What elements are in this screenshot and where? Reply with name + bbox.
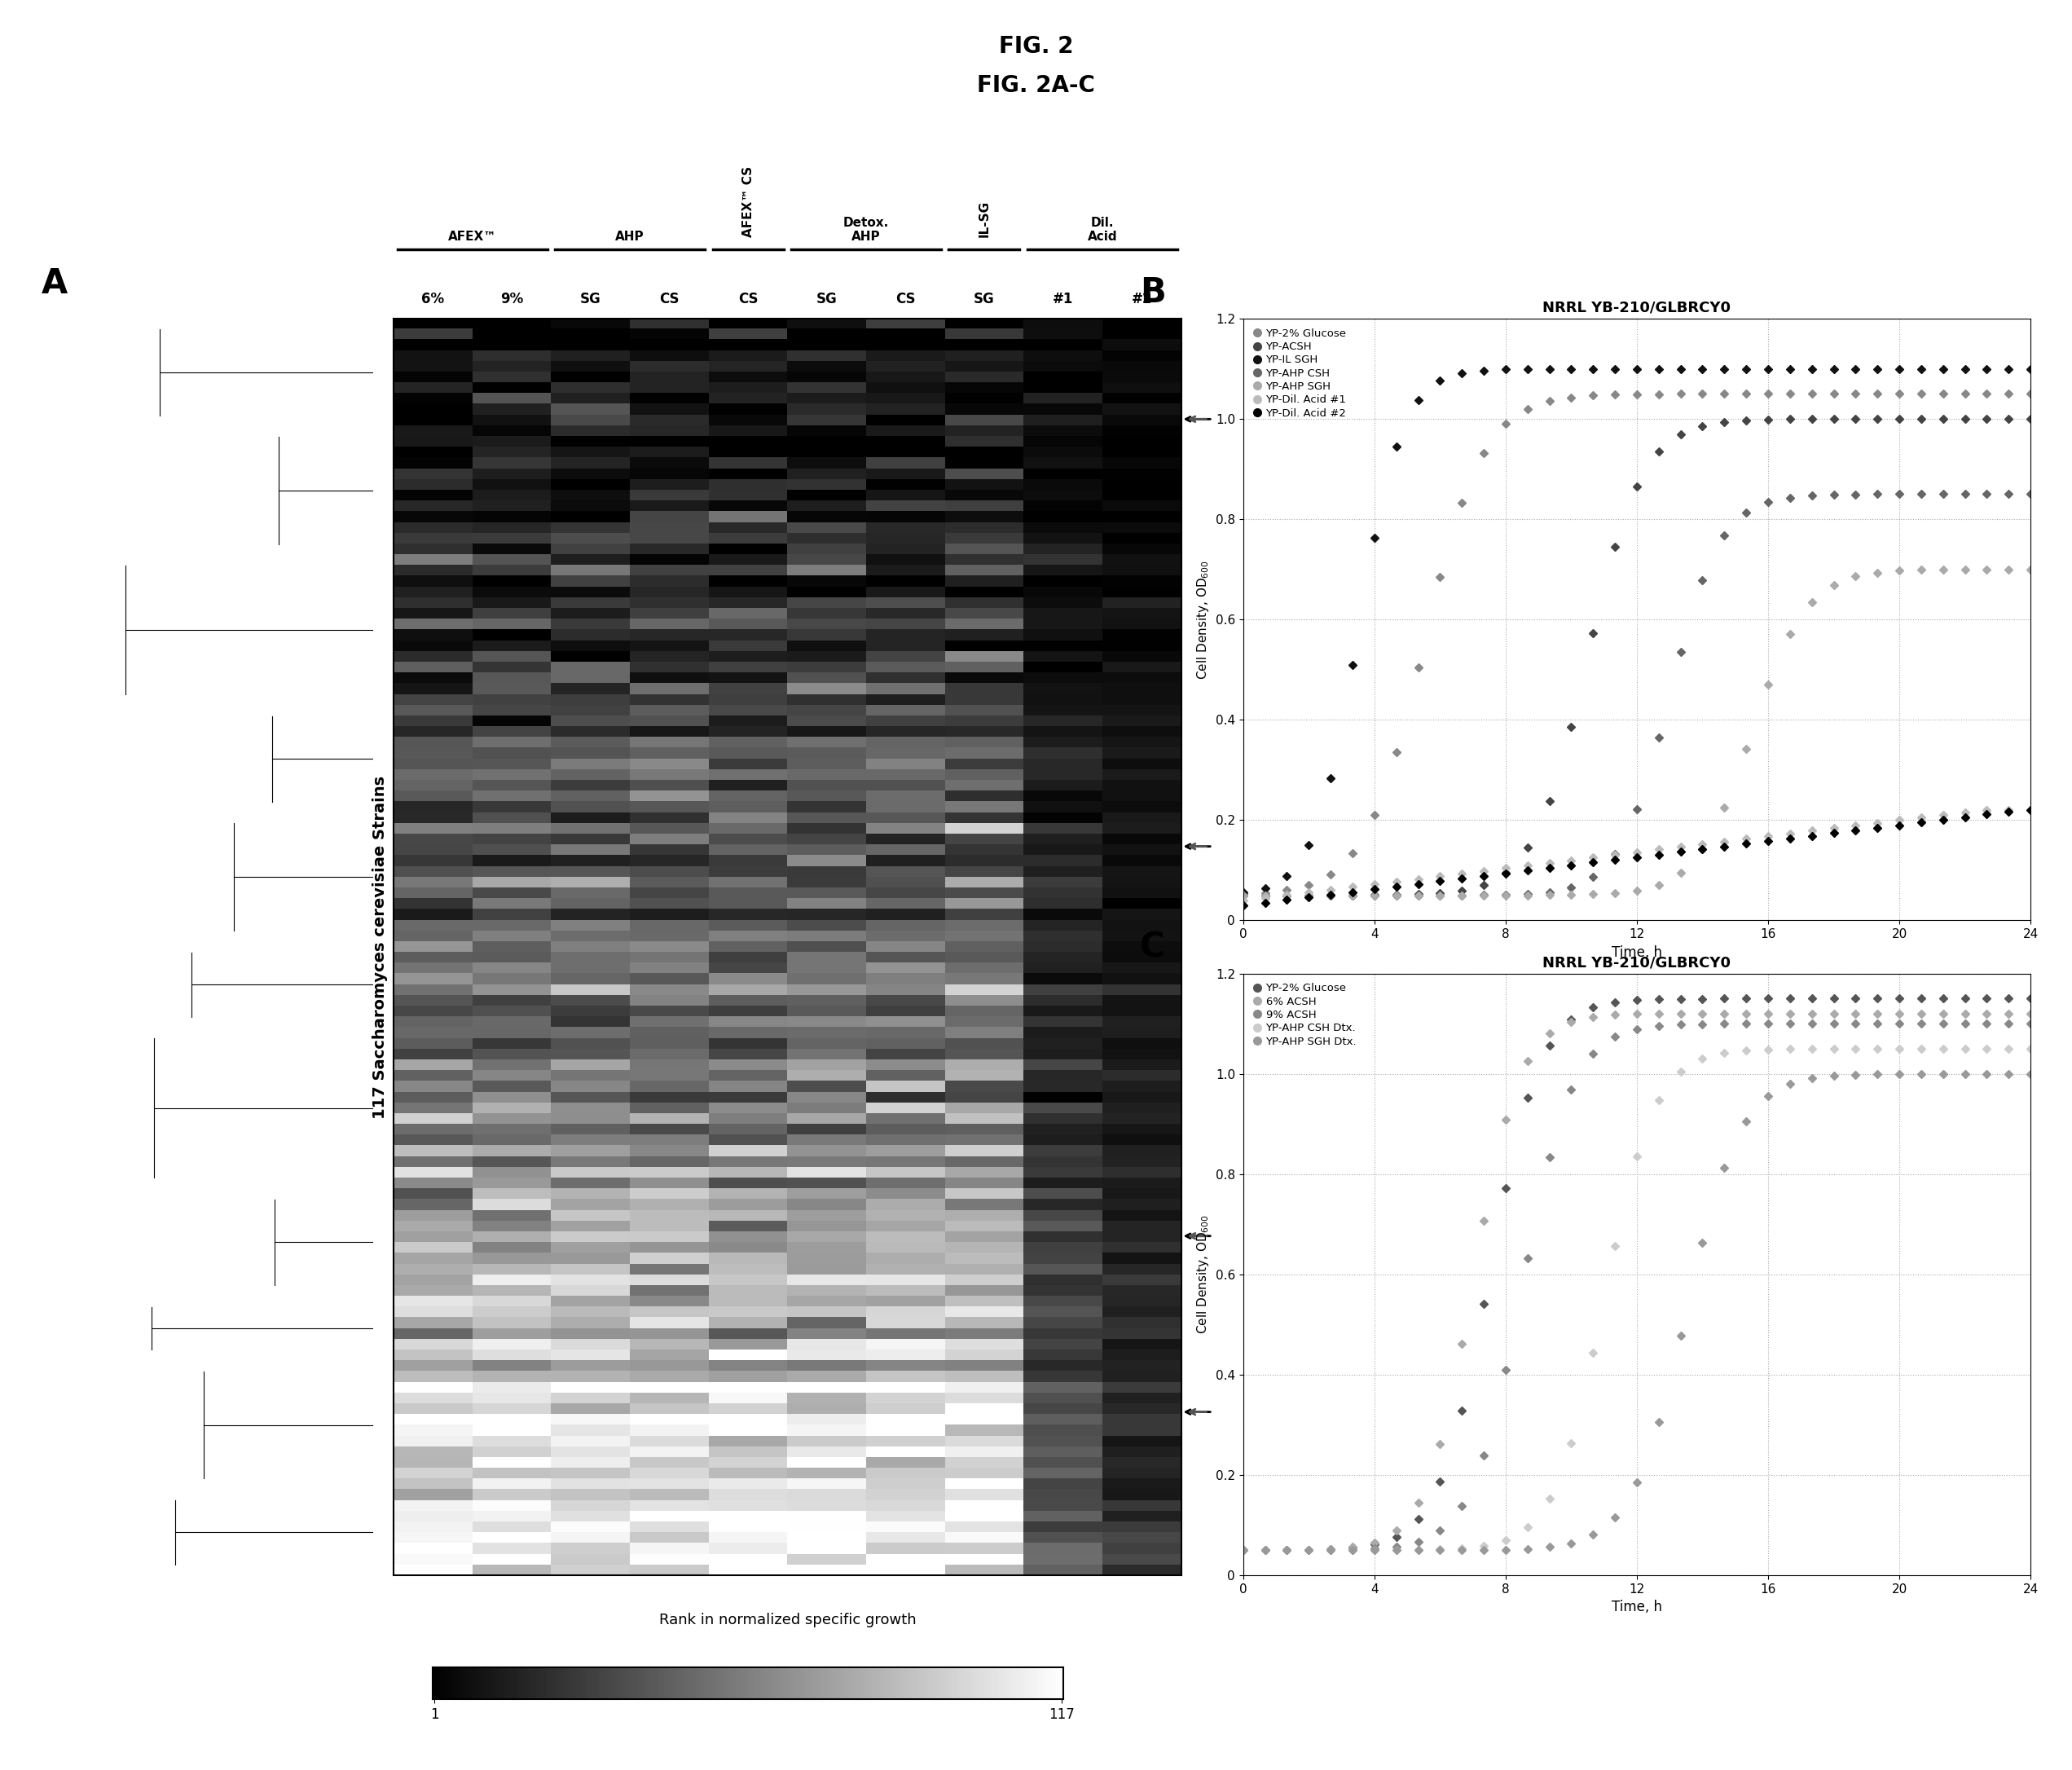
- Text: FIG. 2: FIG. 2: [999, 35, 1073, 58]
- Text: SG: SG: [974, 292, 995, 306]
- Text: A: A: [41, 267, 68, 301]
- Text: B: B: [1140, 276, 1164, 310]
- Legend: YP-2% Glucose, YP-ACSH, YP-IL SGH, YP-AHP CSH, YP-AHP SGH, YP-Dil. Acid #1, YP-D: YP-2% Glucose, YP-ACSH, YP-IL SGH, YP-AH…: [1249, 324, 1351, 423]
- Y-axis label: Cell Density, OD$_{600}$: Cell Density, OD$_{600}$: [1196, 559, 1210, 680]
- Y-axis label: 117 Saccharomyces cerevisiae Strains: 117 Saccharomyces cerevisiae Strains: [373, 775, 387, 1119]
- Text: AHP: AHP: [615, 230, 644, 242]
- Text: C: C: [1140, 931, 1164, 965]
- Text: Detox.
AHP: Detox. AHP: [843, 216, 889, 242]
- Text: 6%: 6%: [421, 292, 445, 306]
- Y-axis label: Cell Density, OD$_{600}$: Cell Density, OD$_{600}$: [1196, 1214, 1210, 1335]
- Text: Dil.
Acid: Dil. Acid: [1088, 216, 1117, 242]
- X-axis label: Time, h: Time, h: [1612, 945, 1662, 959]
- Legend: YP-2% Glucose, 6% ACSH, 9% ACSH, YP-AHP CSH Dtx., YP-AHP SGH Dtx.: YP-2% Glucose, 6% ACSH, 9% ACSH, YP-AHP …: [1249, 979, 1361, 1051]
- Text: FIG. 2A-C: FIG. 2A-C: [978, 74, 1094, 97]
- Text: IL-SG: IL-SG: [978, 200, 990, 237]
- Title: NRRL YB-210/GLBRCY0: NRRL YB-210/GLBRCY0: [1544, 301, 1730, 315]
- Text: AFEX™: AFEX™: [448, 230, 497, 242]
- Text: 9%: 9%: [499, 292, 524, 306]
- Text: SG: SG: [816, 292, 837, 306]
- Text: CS: CS: [659, 292, 680, 306]
- Text: Rank in normalized specific growth: Rank in normalized specific growth: [659, 1612, 916, 1628]
- Text: CS: CS: [738, 292, 758, 306]
- X-axis label: Time, h: Time, h: [1612, 1600, 1662, 1614]
- Text: #2: #2: [1131, 292, 1152, 306]
- Text: SG: SG: [580, 292, 601, 306]
- Text: CS: CS: [895, 292, 916, 306]
- Text: AFEX™ CS: AFEX™ CS: [742, 166, 754, 237]
- Title: NRRL YB-210/GLBRCY0: NRRL YB-210/GLBRCY0: [1544, 956, 1730, 970]
- Text: #1: #1: [1053, 292, 1073, 306]
